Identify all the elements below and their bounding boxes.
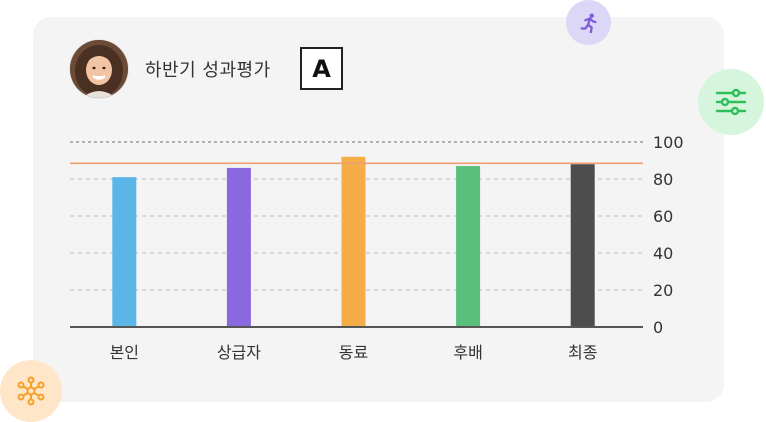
y-tick-label: 0 (653, 318, 663, 337)
network-button[interactable] (0, 360, 62, 422)
y-tick-label: 100 (653, 133, 684, 152)
sliders-icon (715, 88, 747, 116)
filter-button[interactable] (698, 69, 764, 135)
bar (570, 164, 595, 327)
bar (112, 177, 137, 327)
running-button[interactable] (566, 0, 611, 45)
y-tick-labels: 0 20 40 60 80 100 (653, 133, 684, 337)
y-tick-label: 60 (653, 207, 673, 226)
y-tick-label: 80 (653, 170, 673, 189)
bar (226, 167, 251, 327)
x-tick-label: 상급자 (217, 343, 261, 362)
x-tick-label: 본인 (110, 343, 139, 362)
avatar-image (70, 40, 128, 98)
avatar[interactable] (70, 40, 128, 98)
x-tick-label: 최종 (568, 343, 597, 362)
y-tick-label: 20 (653, 281, 673, 300)
running-icon (580, 12, 597, 33)
x-tick-labels: 본인 상급자 동료 후배 최종 (110, 343, 598, 362)
x-tick-label: 후배 (453, 343, 482, 362)
bar (341, 156, 366, 327)
grade-badge: A (300, 47, 343, 90)
network-icon (17, 376, 45, 406)
y-tick-label: 40 (653, 244, 673, 263)
bar (456, 166, 481, 327)
evaluation-card (33, 17, 724, 402)
page-title: 하반기 성과평가 (145, 60, 271, 81)
x-tick-label: 동료 (339, 343, 368, 362)
bars (112, 156, 595, 327)
